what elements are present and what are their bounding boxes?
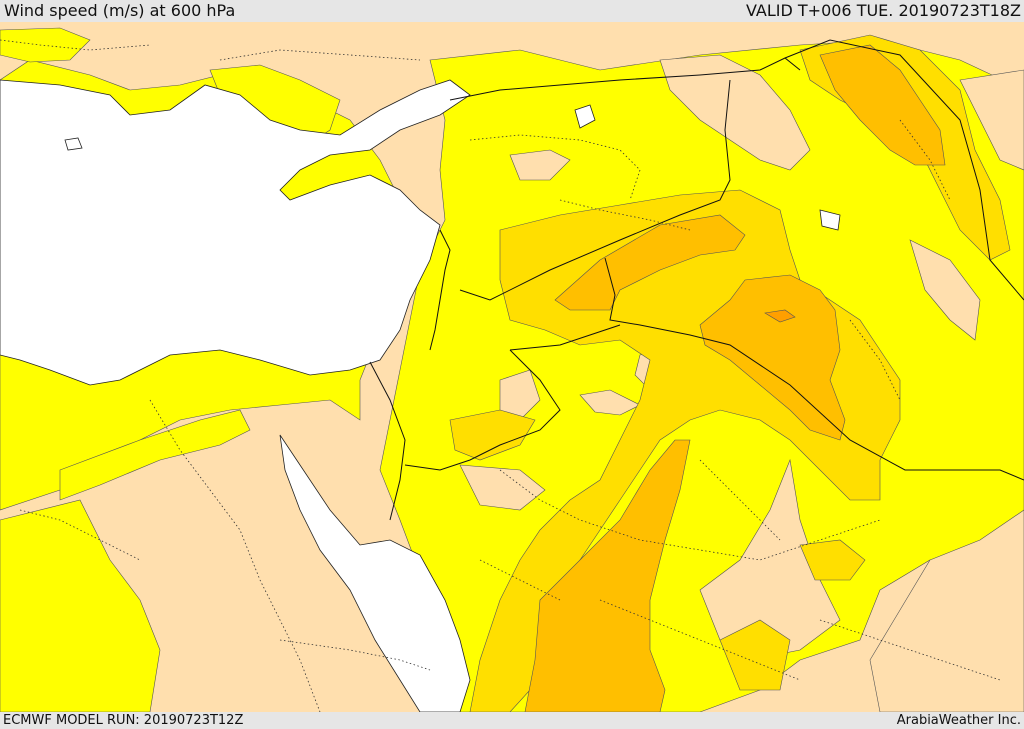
map-area[interactable] bbox=[0, 22, 1024, 712]
header-bar: Wind speed (m/s) at 600 hPa VALID T+006 … bbox=[0, 0, 1024, 22]
band-orange bbox=[764, 309, 796, 323]
map-title: Wind speed (m/s) at 600 hPa bbox=[4, 1, 236, 20]
country-borders bbox=[369, 39, 1024, 521]
province-borders bbox=[0, 39, 1001, 712]
model-run: ECMWF MODEL RUN: 20190723T12Z bbox=[3, 713, 244, 728]
band-light-patches bbox=[459, 54, 1024, 712]
credit: ArabiaWeather Inc. bbox=[896, 713, 1021, 728]
wind-speed-map[interactable] bbox=[0, 22, 1024, 712]
sea bbox=[0, 79, 841, 712]
footer-bar: ECMWF MODEL RUN: 20190723T12Z ArabiaWeat… bbox=[0, 712, 1024, 729]
valid-time: VALID T+006 TUE. 20190723T18Z bbox=[745, 1, 1021, 20]
band-amber bbox=[524, 44, 946, 712]
